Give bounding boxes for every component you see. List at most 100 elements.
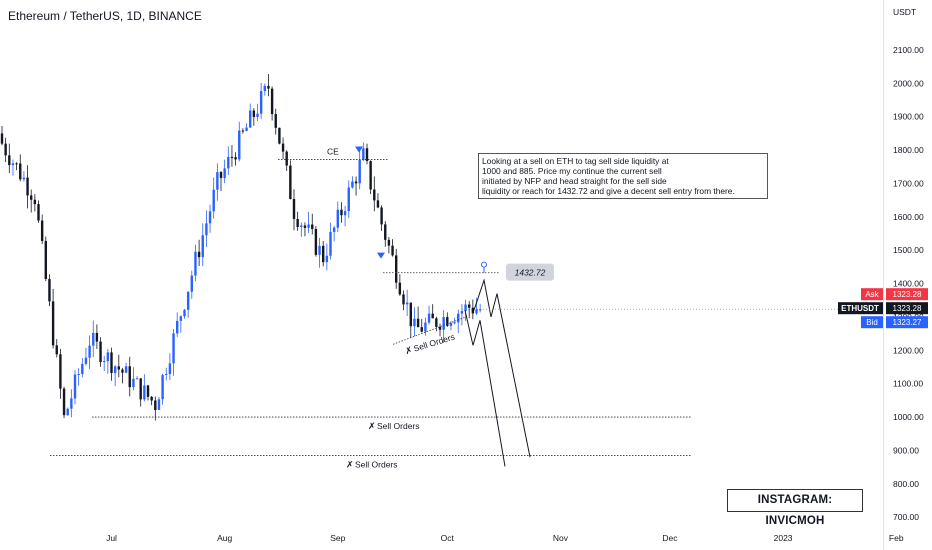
candle-body (95, 332, 99, 342)
ask-label-badge (861, 288, 883, 301)
candle-body (11, 163, 15, 166)
candle-body (351, 181, 354, 188)
price-tick-label: 2000.00 (893, 78, 924, 88)
candle-body (289, 165, 292, 200)
candle-body (325, 255, 329, 263)
price-tick-label: 900.00 (893, 445, 919, 455)
candle-body (354, 181, 358, 184)
candle-body (398, 282, 402, 295)
candle-body (201, 235, 204, 258)
candle-body (391, 245, 394, 256)
symbol-label: ETHUSDT (841, 304, 879, 313)
candle-body (92, 332, 95, 346)
candles (0, 73, 482, 421)
candle-body (384, 224, 387, 240)
candle-body (435, 318, 438, 327)
ce-label: CE (327, 146, 339, 156)
candle-body (420, 327, 423, 332)
candle-body (252, 110, 256, 117)
candle-body (186, 291, 190, 310)
bid-value-badge (886, 316, 928, 329)
candle-body (88, 345, 91, 358)
candle-body (81, 363, 84, 375)
candle-body (471, 307, 475, 314)
x-mark-icon: ✗ (404, 345, 414, 357)
candle-body (438, 326, 442, 330)
candle-body (449, 323, 453, 326)
candle-body (314, 228, 318, 255)
candle-body (84, 357, 88, 364)
candle-body (110, 352, 113, 373)
candle-body (292, 199, 296, 219)
time-tick-label: Aug (217, 533, 232, 543)
candle-body (256, 113, 259, 117)
candle-body (362, 148, 365, 160)
candle-body (103, 361, 106, 363)
candle-body (216, 172, 219, 190)
time-tick-label: Oct (441, 533, 455, 543)
candle-body (409, 302, 412, 327)
candle-body (460, 310, 464, 314)
candle-body (44, 240, 47, 279)
analysis-text-box[interactable]: Looking at a sell on ETH to tag sell sid… (478, 153, 768, 199)
time-tick-label: Feb (889, 533, 904, 543)
analysis-line-4: liquidity or reach for 1432.72 and give … (482, 186, 735, 196)
price-scale[interactable]: USDT 2100.00 2000.00 1900.00 1800.00 1700.00 1… (893, 7, 924, 522)
candle-body (154, 400, 157, 411)
symbol-title[interactable]: Ethereum / TetherUS, 1D, BINANCE (8, 9, 202, 23)
ask-label: Ask (865, 290, 879, 299)
candle-body (358, 159, 361, 184)
price-tick-label: 1100.00 (893, 379, 923, 389)
x-mark-icon: ✗ (346, 460, 354, 470)
candle-body (205, 223, 208, 236)
candle-body (281, 143, 285, 152)
candle-body (179, 316, 183, 321)
candle-body (0, 133, 4, 144)
candle-body (303, 225, 307, 228)
candle-body (227, 156, 230, 169)
candle-body (387, 239, 391, 246)
candle-body (33, 199, 37, 205)
candle-body (376, 200, 380, 208)
candle-body (172, 333, 175, 364)
candle-body (270, 88, 274, 115)
price-tick-label: 1700.00 (893, 178, 924, 188)
candle-body (194, 251, 197, 276)
price-tick-label: 1900.00 (893, 112, 924, 122)
target-price-label: 1432.72 (515, 268, 546, 278)
projection-path-retest (473, 278, 531, 458)
candle-body (468, 304, 471, 308)
last-value: 1323.28 (893, 304, 922, 313)
price-tick-label: 1800.00 (893, 145, 924, 155)
candle-body (402, 294, 405, 305)
time-tick-label: 2023 (774, 533, 793, 543)
candle-body (4, 143, 7, 156)
projection-path-direct (464, 310, 506, 467)
candle-body (234, 157, 237, 160)
candle-body (300, 225, 303, 228)
candle-body (340, 209, 343, 216)
candle-body (274, 114, 277, 128)
candle-body (416, 318, 420, 328)
price-scale-divider (883, 0, 884, 550)
candle-body (176, 320, 179, 334)
analysis-line-2: 1000 and 885. Price my continue the curr… (482, 166, 662, 176)
time-axis[interactable]: Jul Aug Sep Oct Nov Dec 2023 Feb (106, 533, 904, 543)
quote-badges: Ask 1323.28 ETHUSDT 1323.28 Bid 1323.27 (838, 288, 928, 329)
last-value-badge (886, 302, 928, 315)
candle-body (332, 227, 336, 232)
candle-body (318, 245, 321, 255)
price-tick-label: 1400.00 (893, 279, 924, 289)
candle-body (113, 366, 117, 373)
candle-body (161, 374, 164, 400)
candle-body (285, 151, 288, 166)
candle-body (48, 278, 51, 302)
candle-body (464, 304, 467, 311)
time-tick-label: Nov (553, 533, 569, 543)
analysis-line-1: Looking at a sell on ETH to tag sell sid… (482, 156, 669, 166)
symbol-badge (838, 302, 883, 315)
candle-body (322, 245, 325, 263)
candle-body (373, 189, 376, 201)
